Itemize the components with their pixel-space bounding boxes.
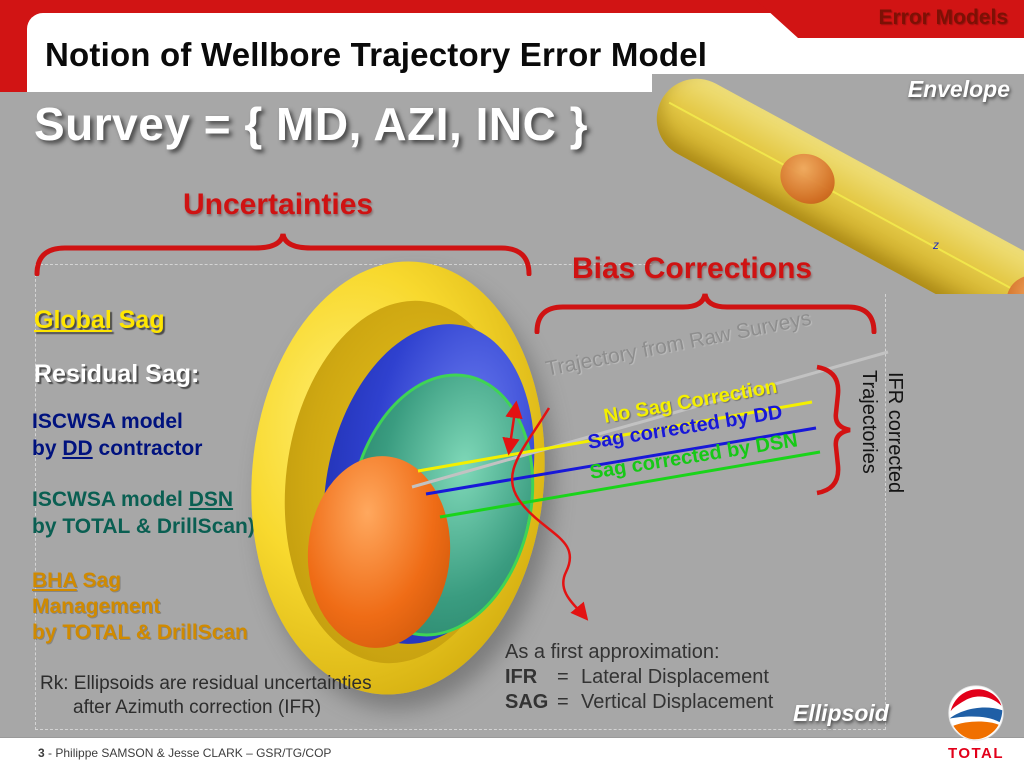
envelope-region: Envelope <box>652 74 1024 294</box>
uncertainties-label: Uncertainties <box>183 188 374 221</box>
page-number: 3 <box>38 746 45 760</box>
z-axis-label: z <box>933 238 939 252</box>
iscwsa-dsn-line2: by TOTAL & DrillScan) <box>32 515 255 538</box>
iscwsa-dd-label: ISCWSA model by DD contractor <box>32 408 202 462</box>
iscwsa-dd-line2: by DD contractor <box>32 435 202 462</box>
total-globe-icon <box>948 685 1004 741</box>
bias-corrections-brace-icon <box>534 293 877 334</box>
bha-underlined: BHA <box>32 569 77 592</box>
bha-line1b: Sag <box>76 569 122 592</box>
iscwsa-dd-line1: ISCWSA model <box>32 410 183 433</box>
envelope-mid-cross-section-icon <box>771 144 844 214</box>
footer-bar: 3 - Philippe SAMSON & Jesse CLARK – GSR/… <box>0 737 1024 768</box>
sag-equals: = <box>557 691 569 713</box>
error-models-badge: Error Models <box>756 0 1024 38</box>
bias-corrections-label: Bias Corrections <box>572 252 813 285</box>
page-title: Notion of Wellbore Trajectory Error Mode… <box>45 36 708 73</box>
residual-sag-label: Residual Sag: <box>34 360 200 388</box>
total-logo: TOTAL <box>938 684 1014 762</box>
global-sag-rest: Sag <box>111 306 165 334</box>
remark-line1: Rk: Ellipsoids are residual uncertaintie… <box>40 673 372 694</box>
approximation-row-sag: SAG = Vertical Displacement <box>505 690 773 715</box>
bha-sag-label: BHA Sag Management by TOTAL & DrillScan <box>32 568 248 646</box>
survey-formula: Survey = { MD, AZI, INC } <box>34 98 588 150</box>
global-sag-label: Global Sag <box>34 306 165 335</box>
bha-line1: BHA Sag <box>32 568 248 594</box>
ifr-equals: = <box>557 666 569 688</box>
iscwsa-dd-line2a: by <box>32 437 63 460</box>
remark-block: Rk: Ellipsoids are residual uncertaintie… <box>40 672 372 720</box>
sag-term: SAG <box>505 691 549 713</box>
footer-credits: 3 - Philippe SAMSON & Jesse CLARK – GSR/… <box>38 746 331 760</box>
envelope-label: Envelope <box>907 76 1010 102</box>
remark-line2: after Azimuth correction (IFR) <box>73 697 322 718</box>
iscwsa-dsn-line1a: ISCWSA model <box>32 488 189 511</box>
global-sag-underlined: Global <box>34 306 112 334</box>
scene-bounds-dashed-box <box>35 264 886 730</box>
uncertainties-brace-icon <box>34 233 532 276</box>
approximation-intro: As a first approximation: <box>505 641 720 663</box>
envelope-endcap-icon <box>996 264 1024 294</box>
sag-definition: Vertical Displacement <box>581 691 774 713</box>
ifr-term: IFR <box>505 666 538 688</box>
ifr-corrected-vertical-label: IFR corrected <box>884 372 906 494</box>
iscwsa-dd-line2b: contractor <box>92 437 203 460</box>
iscwsa-dsn-underlined: DSN <box>188 488 234 511</box>
bha-line2: Management <box>32 595 161 618</box>
trajectories-vertical-label: Trajectories <box>858 370 880 474</box>
ellipsoid-caption: Ellipsoid <box>793 700 889 726</box>
bha-line3: by TOTAL & DrillScan <box>32 621 248 644</box>
credits-text: - Philippe SAMSON & Jesse CLARK – GSR/TG… <box>44 746 332 760</box>
ifr-definition: Lateral Displacement <box>581 666 769 688</box>
approximation-block: As a first approximation: IFR = Lateral Di… <box>505 640 773 715</box>
iscwsa-dd-underlined: DD <box>62 437 93 460</box>
total-wordmark: TOTAL <box>947 745 1005 762</box>
iscwsa-dsn-line1: ISCWSA model DSN <box>32 486 255 513</box>
iscwsa-dsn-label: ISCWSA model DSN by TOTAL & DrillScan) <box>32 486 255 540</box>
approximation-row-ifr: IFR = Lateral Displacement <box>505 665 773 690</box>
